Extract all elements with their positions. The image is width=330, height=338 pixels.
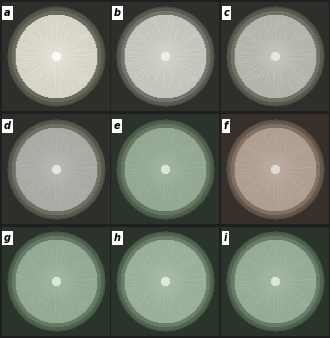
Text: f: f [224,121,228,130]
Text: c: c [224,8,229,18]
Text: a: a [4,8,11,18]
Text: i: i [224,233,227,243]
Text: d: d [4,121,11,130]
Text: h: h [114,233,121,243]
Text: g: g [4,233,11,243]
Text: e: e [114,121,120,130]
Text: b: b [114,8,121,18]
